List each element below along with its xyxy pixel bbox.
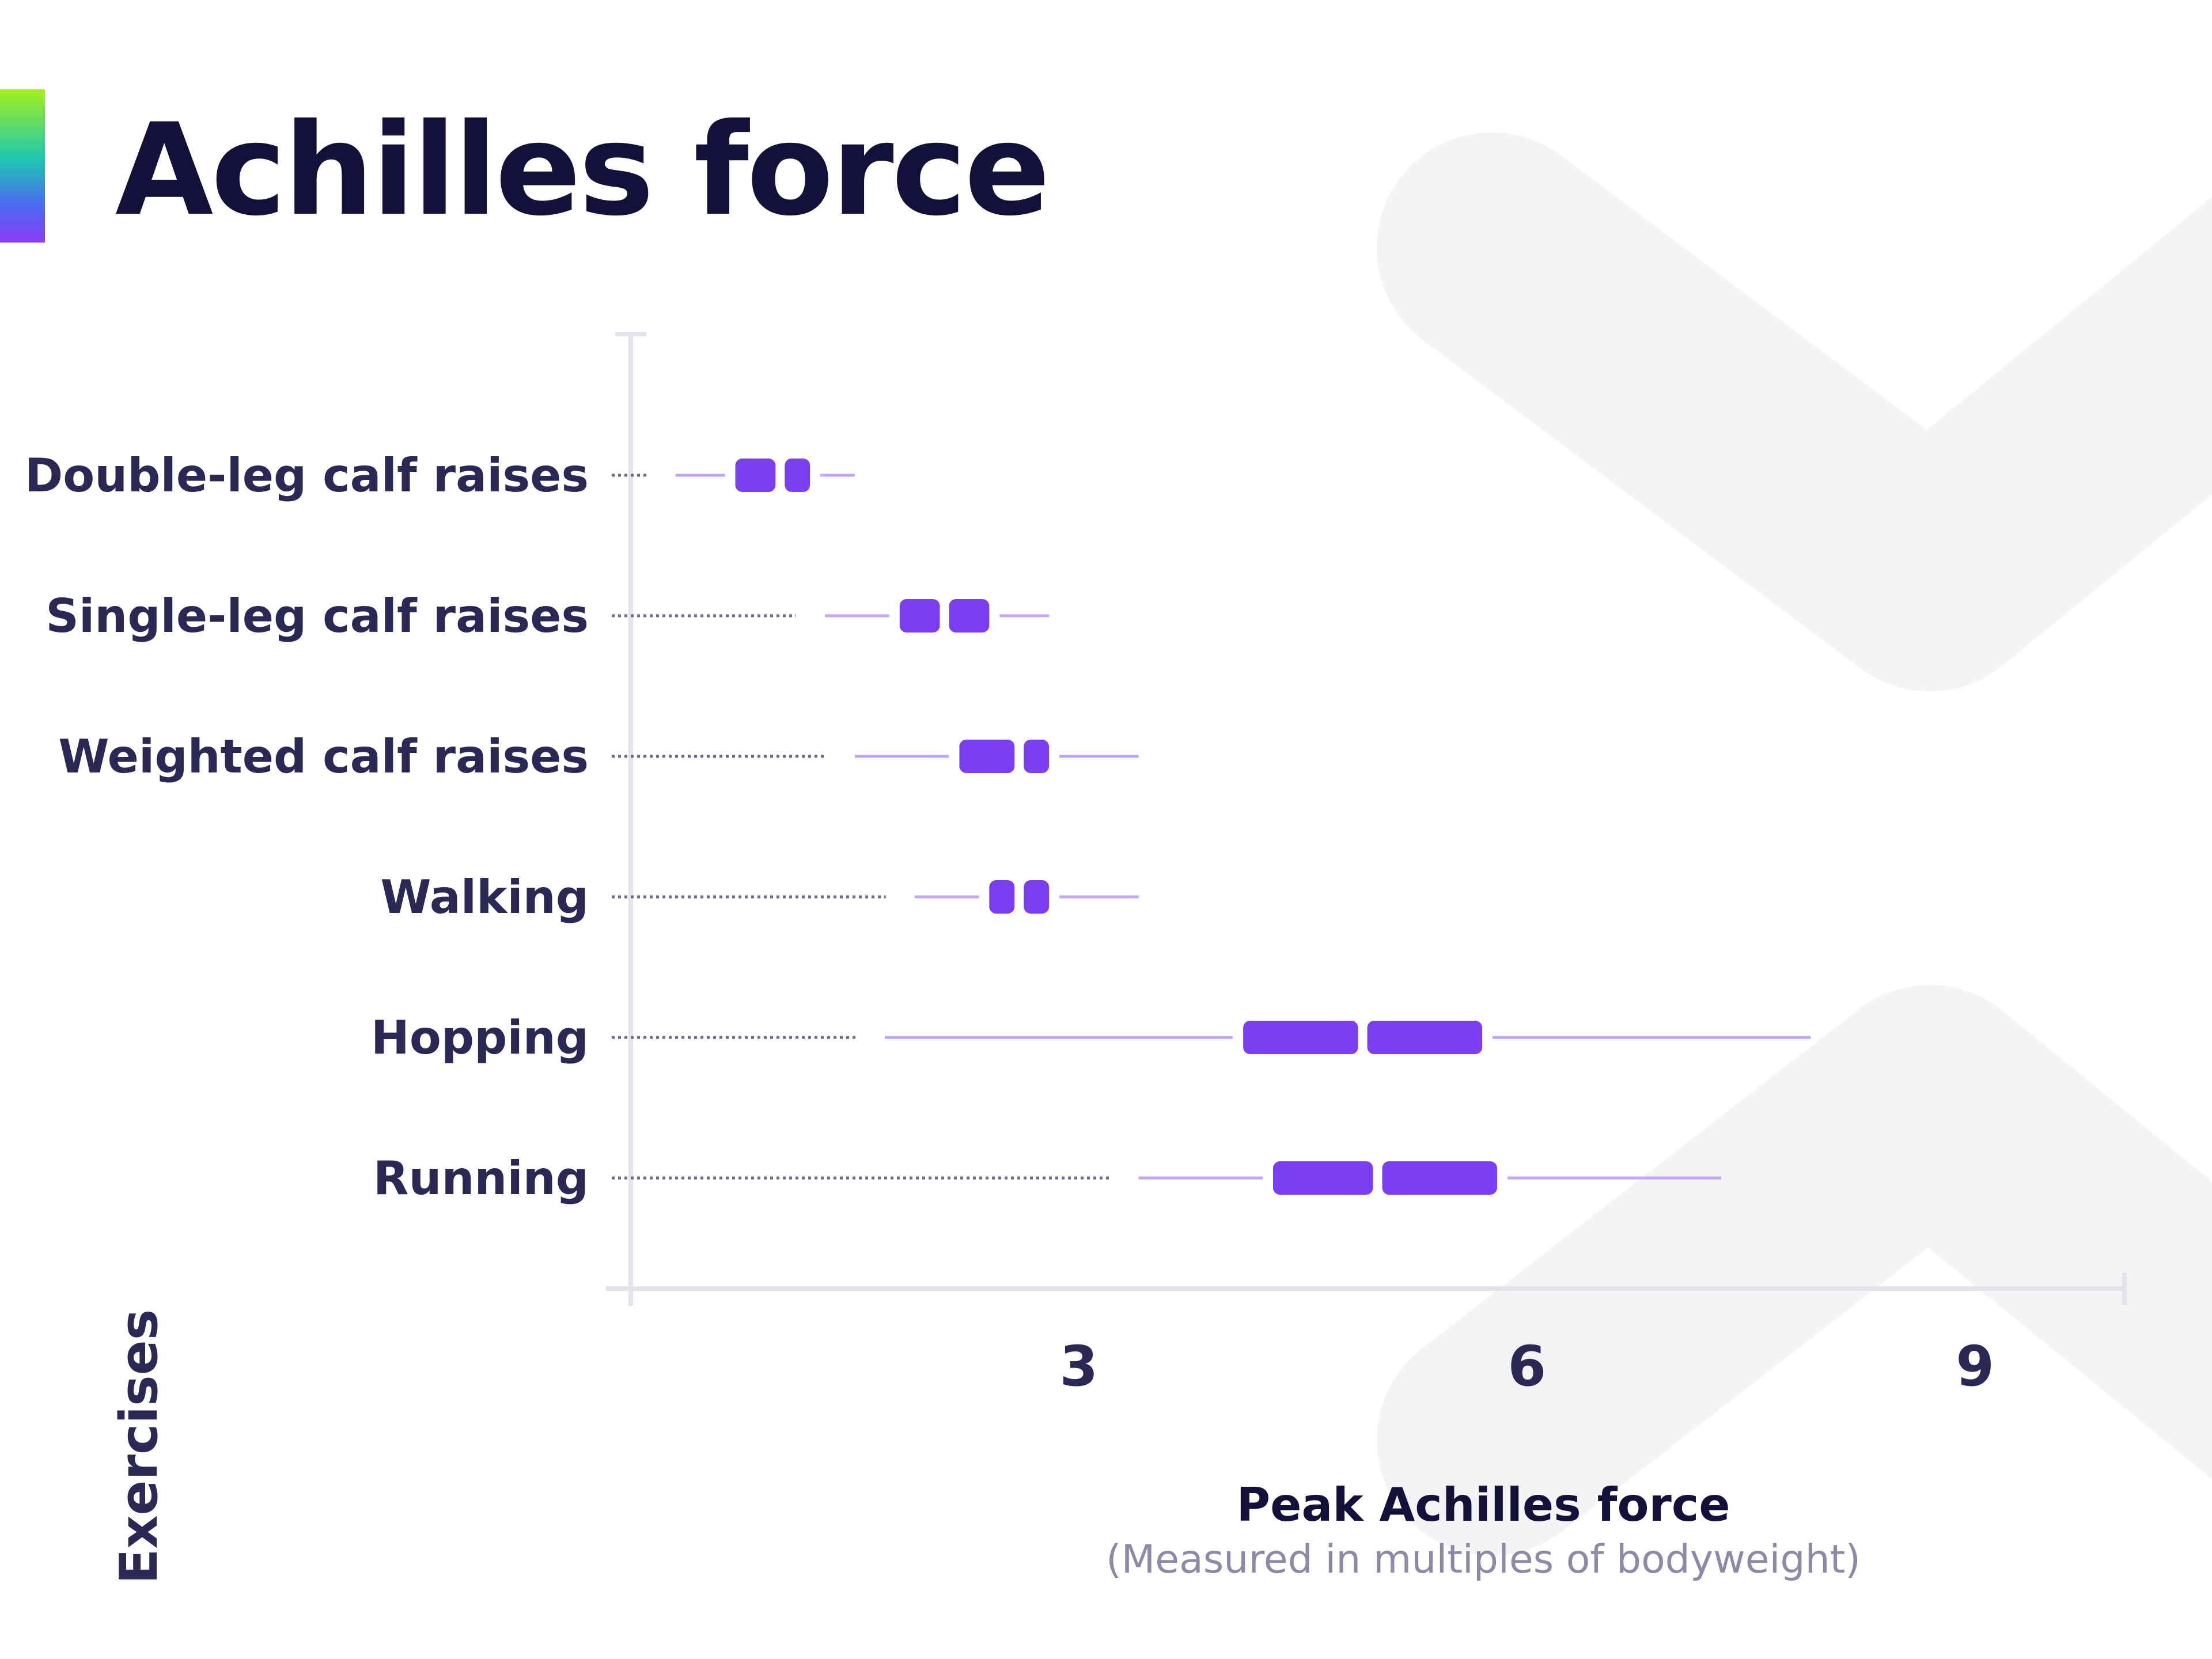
box-row: Walking xyxy=(380,870,1139,924)
box-upper-quartile xyxy=(949,599,990,632)
box-upper-quartile xyxy=(1367,1021,1483,1054)
x-axis-title: Peak Achilles force xyxy=(1236,1478,1730,1532)
x-tick-label: 6 xyxy=(1508,1334,1546,1399)
x-axis-subtitle: (Measured in multiples of bodyweight) xyxy=(1106,1537,1861,1582)
box-row: Single-leg calf raises xyxy=(46,589,1050,643)
box-upper-quartile xyxy=(785,459,810,492)
box-row: Weighted calf raises xyxy=(58,730,1139,783)
box-lower-quartile xyxy=(1243,1021,1358,1054)
category-label: Hopping xyxy=(371,1011,589,1065)
page-title: Achilles force xyxy=(115,96,1050,244)
box-lower-quartile xyxy=(989,880,1015,914)
x-tick-label: 3 xyxy=(1060,1334,1099,1399)
category-label: Walking xyxy=(380,870,589,924)
title-accent-bar xyxy=(0,89,45,243)
box-upper-quartile xyxy=(1024,880,1050,914)
chart-axes xyxy=(606,332,2127,1306)
x-axis-ticks: 3 6 9 xyxy=(1060,1334,1995,1399)
box-row: Hopping xyxy=(371,1011,1811,1065)
box-lower-quartile xyxy=(1272,1161,1373,1195)
category-label: Running xyxy=(373,1152,589,1205)
category-label: Weighted calf raises xyxy=(58,730,589,783)
box-lower-quartile xyxy=(959,740,1015,773)
box-lower-quartile xyxy=(735,459,776,492)
category-label: Double-leg calf raises xyxy=(25,449,589,502)
category-label: Single-leg calf raises xyxy=(46,589,589,643)
box-upper-quartile xyxy=(1024,740,1050,773)
chart-rows: Double-leg calf raises Single-leg calf ra… xyxy=(25,449,1811,1205)
box-row: Running xyxy=(373,1152,1721,1205)
watermark-logo xyxy=(1377,132,2212,1555)
y-axis-title: Exercises xyxy=(109,1309,169,1584)
box-row: Double-leg calf raises xyxy=(25,449,855,502)
box-upper-quartile xyxy=(1382,1161,1497,1195)
x-tick-label: 9 xyxy=(1956,1334,1994,1399)
box-lower-quartile xyxy=(899,599,940,632)
